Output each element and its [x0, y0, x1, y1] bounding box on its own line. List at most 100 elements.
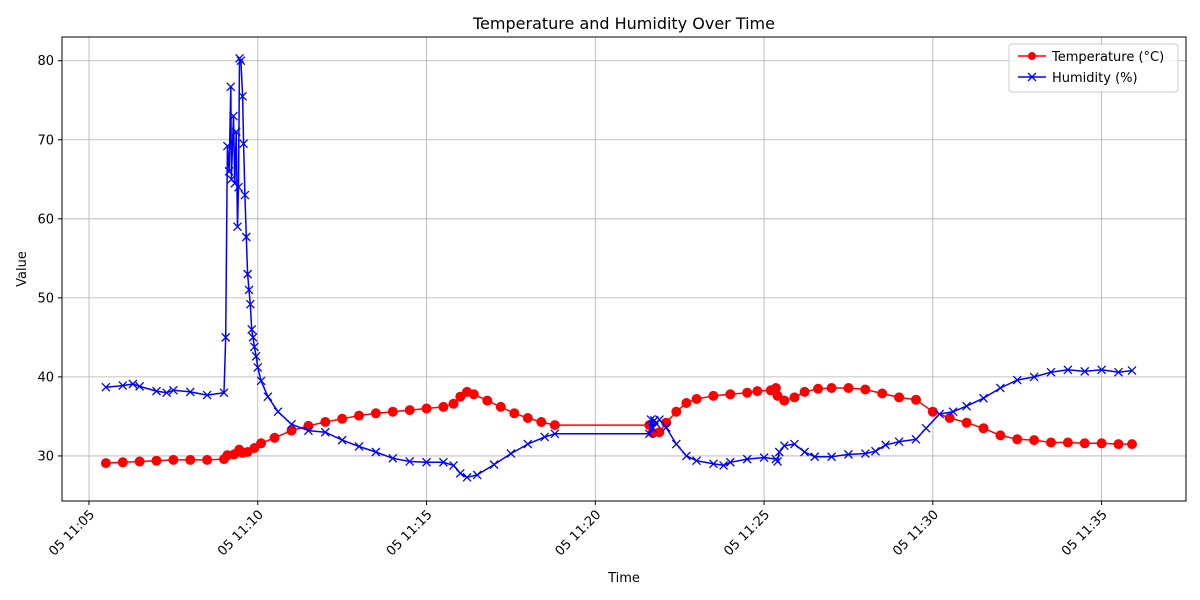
temperature-point [1096, 438, 1107, 449]
humidity-point [648, 423, 658, 433]
humidity-point [881, 440, 891, 450]
humidity-point [240, 190, 250, 200]
humidity-point [168, 385, 178, 395]
humidity-point [256, 376, 266, 386]
humidity-point [224, 166, 234, 176]
y-axis: 30 40 50 60 70 80 [37, 54, 62, 464]
humidity-point [234, 182, 243, 192]
series-layer [100, 53, 1137, 482]
humidity-point [185, 387, 195, 397]
temperature-point [522, 413, 533, 423]
humidity-point [911, 434, 921, 444]
humidity-point [719, 460, 729, 470]
plot-area [62, 37, 1186, 501]
y-tick-label: 30 [37, 449, 54, 464]
temperature-point [742, 387, 753, 398]
temperature-point [134, 456, 145, 467]
humidity-point [101, 382, 111, 392]
temperature-point [826, 383, 837, 393]
temperature-point [654, 427, 665, 438]
legend-box [1008, 43, 1179, 93]
humidity-point [935, 409, 945, 419]
humidity-point [222, 141, 232, 151]
humidity-point [229, 111, 238, 121]
humidity-point [681, 451, 691, 461]
humidity-point [455, 468, 465, 478]
temperature-point [944, 413, 955, 423]
temperature-point [1113, 439, 1124, 450]
temperature-point [799, 386, 810, 397]
humidity-point [661, 423, 671, 432]
humidity-point [894, 437, 904, 447]
humidity-point [1114, 367, 1123, 377]
temperature-point [320, 417, 331, 427]
humidity-point [860, 449, 870, 459]
humidity-point [226, 82, 236, 92]
humidity-point [118, 381, 128, 391]
humidity-point [337, 435, 347, 445]
humidity-point [239, 139, 249, 149]
humidity-point [948, 407, 958, 417]
humidity-point [1012, 375, 1022, 385]
legend-temperature-marker [1028, 52, 1036, 60]
temperature-point [468, 389, 479, 400]
humidity-point [244, 285, 254, 295]
humidity-point [708, 459, 718, 469]
temperature-point [168, 454, 179, 465]
temperature-point [978, 423, 989, 434]
temperature-point [779, 395, 790, 406]
temperature-point [708, 390, 719, 401]
humidity-point [472, 470, 482, 480]
temperature-point [354, 410, 364, 421]
humidity-point [388, 453, 398, 463]
humidity-point [354, 441, 364, 451]
temperature-point [843, 383, 854, 393]
y-tick-label: 60 [37, 212, 54, 227]
humidity-point [303, 426, 313, 436]
humidity-point [233, 222, 242, 232]
temperature-point [438, 401, 449, 412]
humidity-point [810, 452, 820, 462]
temperature-point [509, 408, 520, 419]
humidity-point [247, 325, 257, 334]
temperature-point [671, 406, 682, 417]
y-tick-label: 70 [37, 133, 54, 148]
temperature-point [448, 398, 459, 409]
temperature-point [202, 454, 213, 465]
humidity-point [1029, 372, 1039, 382]
temperature-point [100, 458, 111, 469]
temperature-point [549, 420, 560, 431]
humidity-point [248, 332, 258, 342]
temperature-point [269, 432, 280, 443]
humidity-point [800, 447, 810, 457]
humidity-point [644, 429, 654, 439]
temperature-point [185, 454, 196, 465]
temperature-point [961, 417, 972, 428]
humidity-point [779, 441, 789, 451]
humidity-point [773, 457, 783, 466]
temperature-point [1012, 434, 1023, 445]
humidity-point [241, 232, 251, 242]
humidity-point [202, 390, 212, 400]
legend: Temperature (°C) Humidity (%) [1008, 43, 1179, 93]
humidity-point [243, 269, 253, 279]
humidity-point [540, 432, 550, 442]
temperature-point [752, 386, 763, 397]
humidity-point [506, 449, 516, 459]
temperature-point [894, 392, 905, 403]
humidity-point [1080, 366, 1090, 376]
temperature-point [813, 383, 824, 394]
humidity-point [1046, 367, 1056, 377]
humidity-point [236, 56, 246, 66]
humidity-point [253, 362, 263, 372]
humidity-point [438, 457, 448, 467]
temperature-point [286, 425, 297, 436]
temperature-point [725, 389, 736, 400]
humidity-point [979, 393, 988, 403]
humidity-point [422, 457, 432, 467]
temperature-point [1127, 439, 1137, 450]
humidity-point [251, 351, 261, 361]
temperature-point [404, 405, 415, 416]
humidity-point [135, 381, 145, 391]
humidity-point [1097, 365, 1107, 375]
